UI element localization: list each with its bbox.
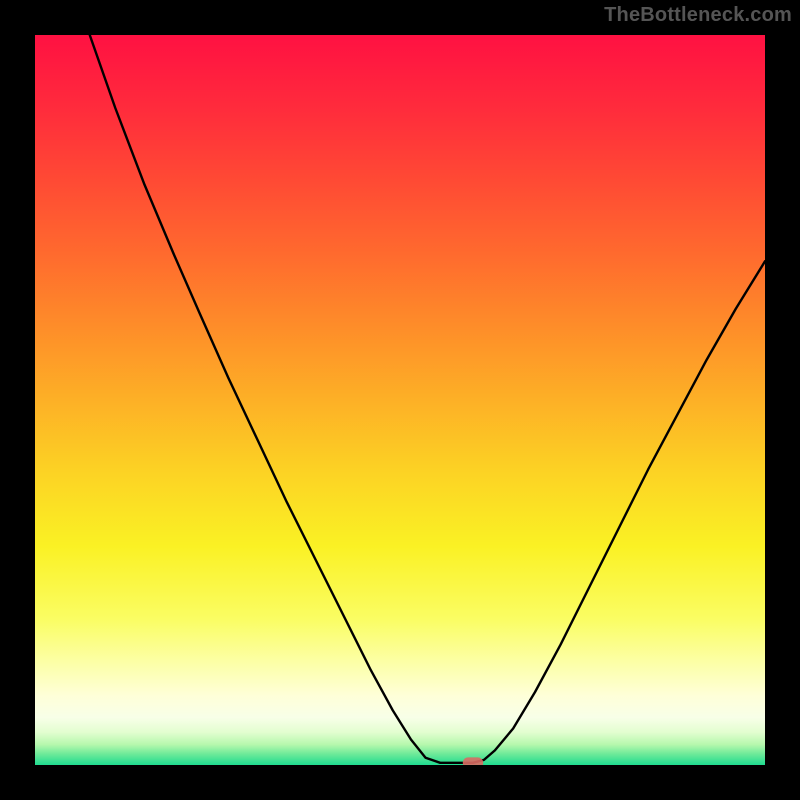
bottleneck-chart [35, 35, 765, 765]
watermark-text: TheBottleneck.com [604, 4, 792, 27]
optimal-point-marker [463, 757, 483, 765]
chart-svg [35, 35, 765, 765]
stage: TheBottleneck.com [0, 0, 800, 800]
gradient-background [35, 35, 765, 765]
